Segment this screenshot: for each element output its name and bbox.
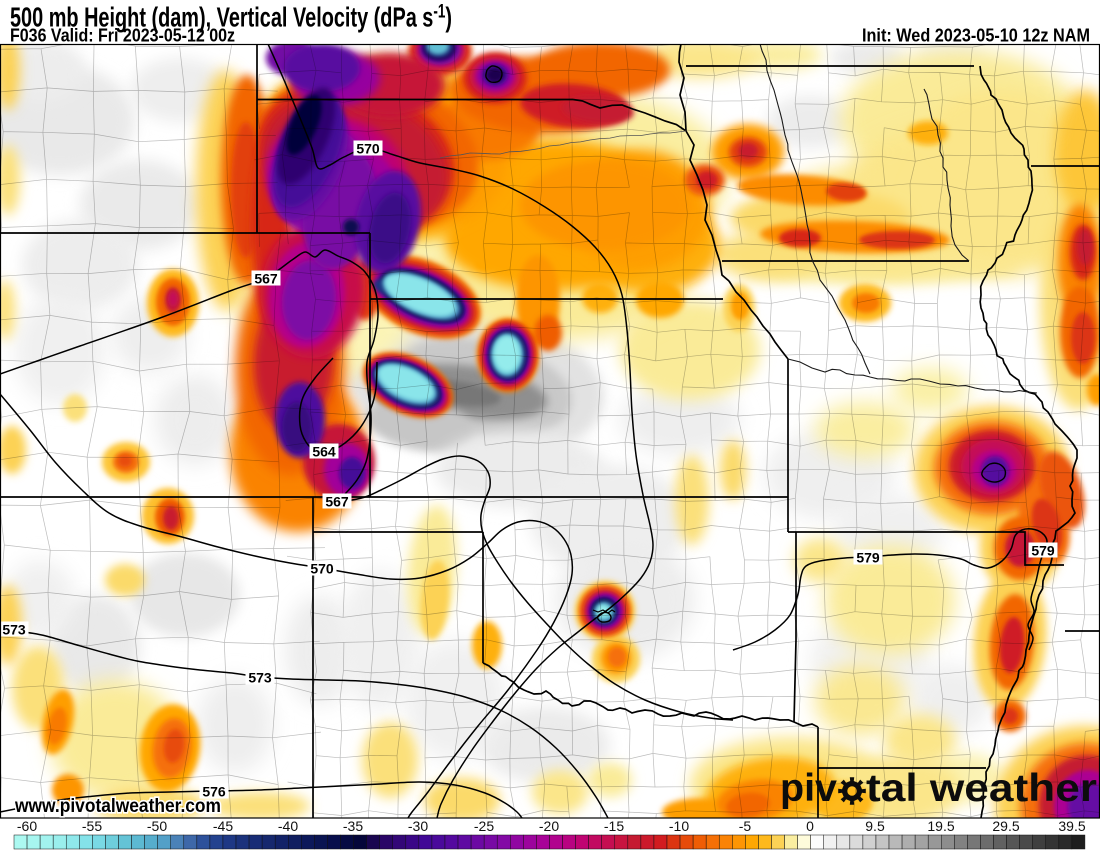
svg-text:19.5: 19.5 — [927, 818, 954, 834]
svg-text:piv: piv — [780, 767, 837, 810]
svg-text:-25: -25 — [474, 818, 494, 834]
svg-text:567: 567 — [254, 271, 278, 287]
svg-text:0: 0 — [806, 818, 814, 834]
svg-text:39.5: 39.5 — [1058, 818, 1085, 834]
svg-text:29.5: 29.5 — [992, 818, 1019, 834]
svg-text:www.pivotalweather.com: www.pivotalweather.com — [14, 796, 221, 817]
svg-text:F036 Valid: Fri 2023-05-12 00z: F036 Valid: Fri 2023-05-12 00z — [10, 26, 235, 46]
svg-text:500 mb Height (dam), Vertical: 500 mb Height (dam), Vertical Velocity (… — [10, 2, 452, 33]
svg-text:-45: -45 — [213, 818, 233, 834]
svg-text:579: 579 — [856, 550, 880, 566]
svg-text:-50: -50 — [147, 818, 167, 834]
svg-text:-60: -60 — [17, 818, 37, 834]
svg-text:573: 573 — [2, 622, 26, 638]
svg-text:-30: -30 — [408, 818, 428, 834]
svg-text:-40: -40 — [278, 818, 298, 834]
svg-text:570: 570 — [310, 561, 334, 577]
svg-text:tal weather: tal weather — [866, 767, 1097, 810]
svg-text:570: 570 — [356, 141, 380, 157]
svg-text:576: 576 — [202, 784, 226, 800]
svg-text:564: 564 — [312, 444, 336, 460]
svg-text:-10: -10 — [669, 818, 689, 834]
svg-text:-55: -55 — [82, 818, 102, 834]
svg-text:573: 573 — [248, 670, 272, 686]
svg-text:-20: -20 — [539, 818, 559, 834]
svg-text:-15: -15 — [604, 818, 624, 834]
svg-text:-5: -5 — [739, 818, 752, 834]
svg-text:9.5: 9.5 — [865, 818, 885, 834]
svg-text:567: 567 — [325, 494, 349, 510]
svg-text:Init: Wed 2023-05-10 12z NAM: Init: Wed 2023-05-10 12z NAM — [862, 26, 1090, 46]
svg-text:579: 579 — [1031, 543, 1055, 559]
svg-text:-35: -35 — [343, 818, 363, 834]
